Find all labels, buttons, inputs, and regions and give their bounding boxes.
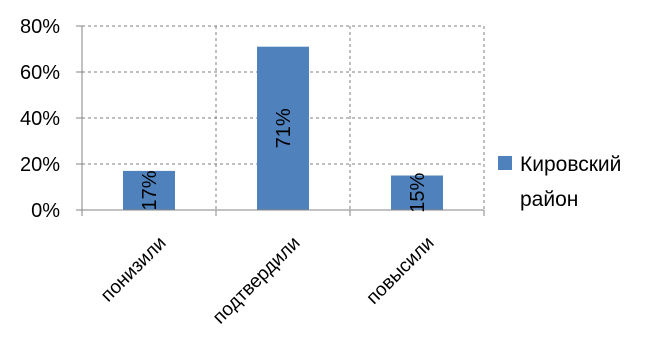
- legend-label-line-2: район: [520, 188, 578, 211]
- bar: [391, 175, 443, 210]
- category-labels: понизили подтвердили повысили: [97, 233, 439, 329]
- data-label: 71%: [273, 108, 295, 148]
- y-tick-label: 0%: [31, 200, 60, 222]
- legend-swatch-kirovsky: [498, 156, 512, 170]
- legend-label-line-1: Кировский: [520, 153, 621, 176]
- y-tick-label: 60%: [20, 62, 60, 84]
- legend: Кировский район: [498, 153, 621, 211]
- bars: [123, 46, 443, 211]
- y-tick-label: 20%: [20, 154, 60, 176]
- y-tick-labels: 0% 20% 40% 60% 80%: [20, 16, 60, 222]
- category-label: понизили: [97, 233, 171, 307]
- category-label: подтвердили: [209, 233, 305, 329]
- data-label: 15%: [407, 173, 429, 213]
- axes: [76, 25, 485, 216]
- category-label: повысили: [363, 233, 439, 309]
- bar: [257, 46, 309, 211]
- data-label: 17%: [139, 170, 161, 210]
- y-tick-label: 80%: [20, 16, 60, 38]
- data-labels: 17% 71% 15%: [139, 108, 429, 213]
- y-tick-label: 40%: [20, 108, 60, 130]
- bar: [123, 170, 175, 210]
